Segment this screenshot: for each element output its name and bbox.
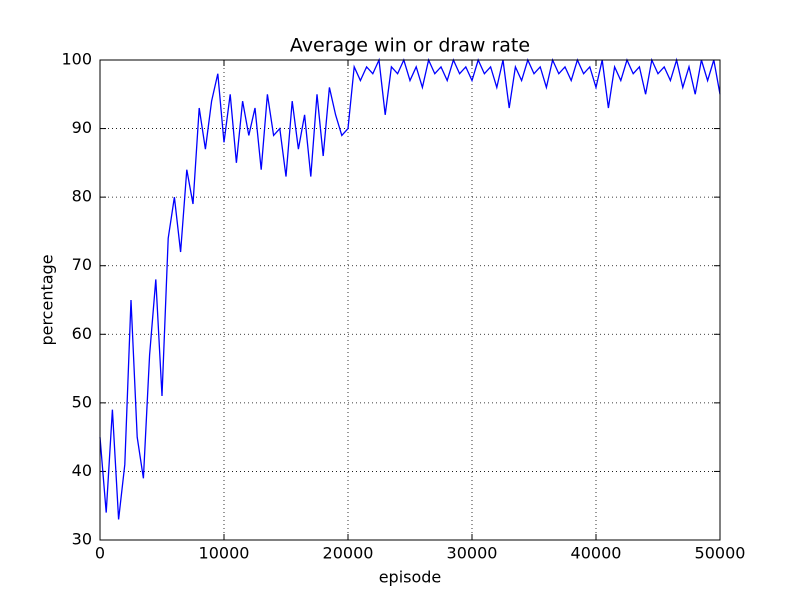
x-tick-label: 40000 [571,544,622,563]
y-tick-label: 70 [72,255,92,274]
chart-title: Average win or draw rate [290,35,530,57]
y-tick-label: 50 [72,392,92,411]
x-tick-label: 10000 [199,544,250,563]
y-axis-label: percentage [38,254,57,345]
x-tick-label: 0 [95,544,105,563]
y-tick-label: 100 [61,50,92,69]
x-axis-label: episode [379,568,442,587]
x-tick-label: 30000 [447,544,498,563]
y-tick-label: 40 [72,461,92,480]
x-tick-label: 50000 [695,544,746,563]
data-line [99,57,721,520]
y-tick-label: 30 [72,530,92,549]
plot-frame [99,59,721,541]
y-tick-label: 80 [72,187,92,206]
x-tick-label: 20000 [323,544,374,563]
y-tick-label: 90 [72,118,92,137]
y-tick-label: 60 [72,324,92,343]
